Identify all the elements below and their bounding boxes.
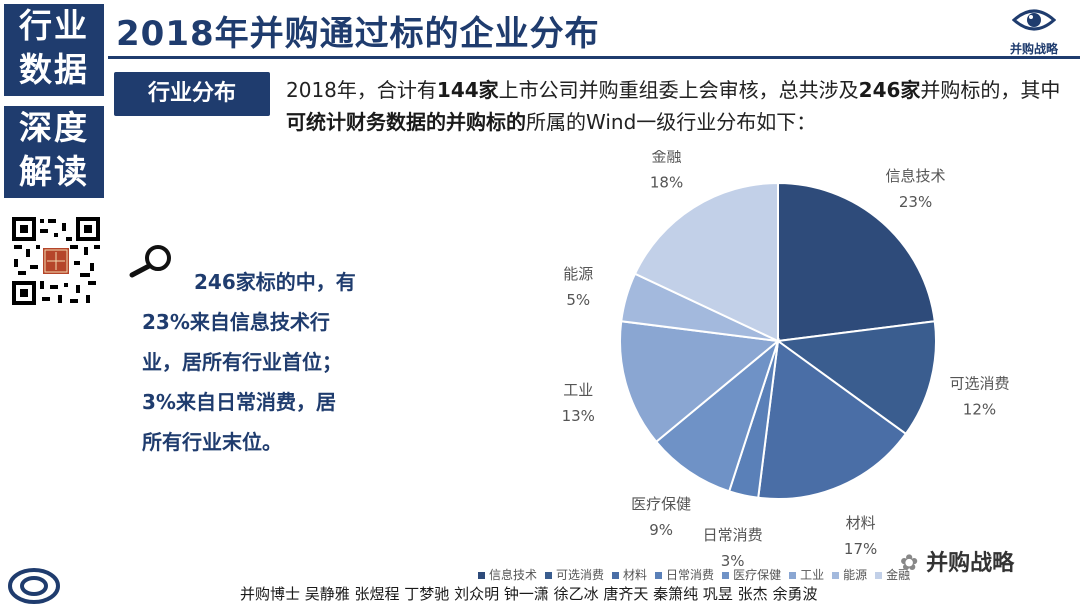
highlight-note: 246家标的中，有 23%来自信息技术行 业，居所有行业首位； 3%来自日常消费… xyxy=(142,262,402,462)
legend-label-7: 金融 xyxy=(886,568,911,582)
authors-line: 并购博士 吴静雅 张煜程 丁梦驰 刘众明 钟一潇 徐乙冰 唐齐天 秦箫纯 巩昱 … xyxy=(240,585,818,603)
eye-icon xyxy=(1011,9,1057,31)
title-bar: 2018年并购通过标的企业分布 并购战略 xyxy=(108,0,1080,59)
legend-item-1: 可选消费 xyxy=(545,566,604,583)
legend-label-5: 工业 xyxy=(800,568,825,582)
legend-item-3: 日常消费 xyxy=(655,566,714,583)
legend-swatch-7 xyxy=(875,572,883,579)
pie-slice-2 xyxy=(757,339,908,500)
wechat-label: 并购战略 xyxy=(926,551,1015,576)
legend-swatch-6 xyxy=(832,572,840,579)
intro-text-4: 所属的Wind一级行业分布如下： xyxy=(526,110,817,134)
legend-label-1: 可选消费 xyxy=(556,568,605,582)
pie-category-label-7: 金融 xyxy=(652,150,682,165)
wechat-watermark: ✿ 并购战略 xyxy=(900,545,1014,577)
legend-swatch-0 xyxy=(478,572,485,579)
pie-slice-7 xyxy=(633,181,779,343)
legend-item-2: 材料 xyxy=(612,566,647,583)
pie-category-label-4: 医疗保健 xyxy=(631,495,691,513)
intro-bold-3: 可统计财务数据的并购标的 xyxy=(286,110,526,134)
note-line-5: 所有行业末位。 xyxy=(142,430,282,454)
chart-legend: 信息技术 可选消费 材料 日常消费 医疗保健 工业 能源 金融 xyxy=(478,566,918,583)
legend-item-6: 能源 xyxy=(832,566,867,583)
intro-bold-1: 144家 xyxy=(436,78,499,102)
pie-category-label-6: 能源 xyxy=(563,265,593,283)
legend-swatch-5 xyxy=(789,572,797,579)
legend-item-5: 工业 xyxy=(789,566,824,583)
legend-swatch-1 xyxy=(545,572,553,579)
brand-logo-label: 并购战略 xyxy=(1009,42,1058,56)
sidebar-block-industry-data: 行业 数据 xyxy=(4,4,104,96)
note-line-2: 23%来自信息技术行 xyxy=(142,310,330,334)
brand-logo: 并购战略 xyxy=(1004,6,1064,56)
note-line-3: 业，居所有行业首位； xyxy=(142,350,342,374)
page-title: 2018年并购通过标的企业分布 xyxy=(116,14,600,54)
sidebar-block2-line2: 解读 xyxy=(19,152,89,191)
note-line-1: 246家标的中，有 xyxy=(194,270,356,294)
legend-item-7: 金融 xyxy=(875,566,910,583)
intro-text-2: 上市公司并购重组委上会审核，总共涉及 xyxy=(498,78,859,102)
legend-item-4: 医疗保健 xyxy=(722,566,781,583)
pie-value-label-2: 17% xyxy=(844,540,877,558)
note-line-4: 3%来自日常消费，居 xyxy=(142,390,336,414)
section-tag: 行业分布 xyxy=(114,72,270,116)
pie-value-label-6: 5% xyxy=(566,291,590,309)
qr-code-icon xyxy=(10,215,102,307)
sidebar-block-deep-analysis: 深度 解读 xyxy=(4,106,104,198)
legend-swatch-2 xyxy=(612,572,620,579)
intro-text-1: 2018年，合计有 xyxy=(286,78,437,102)
intro-paragraph: 2018年，合计有144家上市公司并购重组委上会审核，总共涉及246家并购标的，… xyxy=(286,74,1066,138)
legend-label-0: 信息技术 xyxy=(489,568,538,582)
pie-value-label-0: 23% xyxy=(899,193,932,211)
sidebar-block1-line2: 数据 xyxy=(19,50,89,89)
legend-label-3: 日常消费 xyxy=(666,568,715,582)
pie-value-label-4: 9% xyxy=(649,521,673,539)
industry-pie-chart: 信息技术 23% 可选消费 12% 材料 17% 日常消费 3% 医疗保健 9% 工业 13% 能源 5%… xyxy=(562,150,1010,570)
pie-slice-5 xyxy=(619,320,781,444)
magnifier-icon xyxy=(129,245,171,278)
pie-category-label-2: 材料 xyxy=(846,514,876,532)
legend-label-6: 能源 xyxy=(843,568,868,582)
pie-category-label-0: 信息技术 xyxy=(886,167,946,185)
left-sidebar: 行业 数据 深度 解读 xyxy=(0,0,108,608)
pie-category-label-1: 可选消费 xyxy=(949,375,1009,393)
pie-category-label-3: 日常消费 xyxy=(703,526,763,544)
sidebar-block2-line1: 深度 xyxy=(19,108,89,147)
pie-slice-4 xyxy=(654,338,781,493)
legend-swatch-4 xyxy=(722,572,730,579)
pie-slice-0 xyxy=(777,181,936,343)
pie-value-label-1: 12% xyxy=(963,401,996,419)
pie-category-label-5: 工业 xyxy=(563,381,593,399)
legend-label-2: 材料 xyxy=(623,568,648,582)
intro-bold-2: 246家 xyxy=(858,78,921,102)
pie-value-label-5: 13% xyxy=(562,407,595,425)
pie-value-label-3: 3% xyxy=(721,552,745,570)
legend-label-4: 医疗保健 xyxy=(733,568,782,582)
sidebar-block1-line1: 行业 xyxy=(19,6,89,45)
pie-slice-1 xyxy=(775,320,937,436)
legend-swatch-3 xyxy=(655,572,663,579)
pie-value-label-7: 18% xyxy=(650,173,683,191)
intro-text-3: 并购标的，其中 xyxy=(920,78,1061,102)
corner-logo-icon xyxy=(8,568,60,604)
wechat-icon: ✿ xyxy=(900,551,919,576)
legend-item-0: 信息技术 xyxy=(478,566,537,583)
